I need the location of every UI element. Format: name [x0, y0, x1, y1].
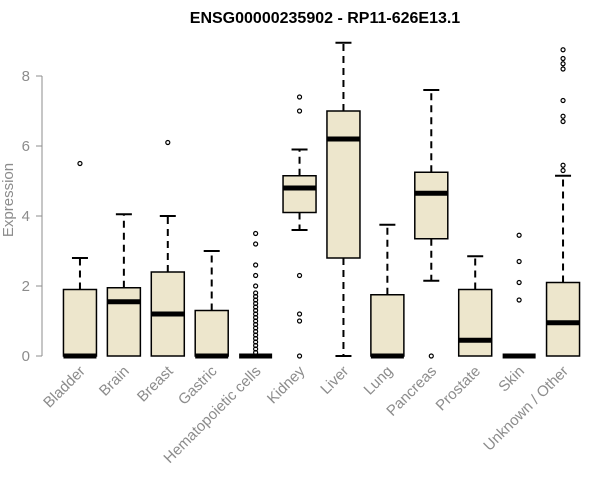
box-group [282, 94, 317, 359]
box-iqr [106, 287, 142, 357]
outlier-point [296, 318, 303, 324]
outlier-point [296, 353, 303, 359]
box-group [414, 89, 449, 359]
outlier-point [560, 47, 566, 53]
outlier-point [560, 61, 566, 67]
outlier-point [296, 94, 303, 100]
outlier-point [253, 241, 259, 247]
outlier-point [560, 113, 566, 119]
y-axis-label: Expression [0, 163, 17, 237]
outlier-point [296, 272, 303, 279]
outlier-point [253, 262, 259, 268]
y-tick-label: 8 [22, 68, 30, 85]
box-group [457, 255, 493, 357]
category-label: Bladder [40, 363, 89, 412]
y-axis: 0 2 4 6 8 [22, 68, 43, 365]
box-iqr [326, 110, 361, 259]
box-iqr [414, 171, 449, 240]
box-group [106, 213, 142, 357]
box-iqr [282, 175, 317, 214]
chart-title: ENSG00000235902 - RP11-626E13.1 [190, 10, 461, 27]
category-label: Lung [361, 363, 397, 399]
outlier-point [253, 290, 259, 296]
box-group [194, 250, 229, 359]
box-iqr [194, 309, 229, 357]
outlier-point [560, 97, 566, 104]
outlier-point [516, 232, 522, 238]
outlier-point [253, 230, 259, 237]
box-iqr [457, 288, 493, 357]
outlier-point [428, 353, 434, 359]
box-group [239, 230, 273, 359]
outlier-point [77, 160, 83, 167]
y-tick-label: 0 [22, 348, 30, 365]
y-tick-label: 6 [22, 138, 30, 155]
category-label: Brain [96, 363, 133, 400]
box-group [370, 223, 405, 359]
box-group [545, 47, 581, 357]
box-group [62, 160, 98, 359]
outlier-point [560, 167, 566, 174]
category-label: Breast [134, 362, 177, 405]
outlier-point [560, 55, 566, 62]
box-iqr [370, 294, 405, 357]
box-iqr [545, 281, 581, 357]
box-iqr [62, 288, 98, 357]
category-label: Skin [495, 363, 528, 396]
outlier-point [560, 66, 566, 72]
outlier-point [253, 272, 259, 279]
box-group [502, 232, 536, 359]
category-label: Liver [317, 363, 352, 398]
box-group [326, 41, 361, 357]
y-tick-label: 2 [22, 278, 30, 295]
category-label: Kidney [264, 362, 309, 407]
y-tick-label: 4 [22, 208, 30, 225]
category-label: Prostate [433, 363, 485, 415]
outlier-point [560, 118, 566, 125]
outlier-point [296, 311, 303, 317]
boxes [62, 41, 581, 359]
outlier-point [165, 139, 171, 146]
outlier-point [560, 162, 566, 168]
outlier-point [516, 279, 522, 286]
outlier-point [516, 258, 522, 265]
outlier-point [296, 108, 303, 114]
outlier-point [253, 283, 259, 289]
box-group [150, 139, 186, 357]
outlier-point [516, 297, 522, 303]
